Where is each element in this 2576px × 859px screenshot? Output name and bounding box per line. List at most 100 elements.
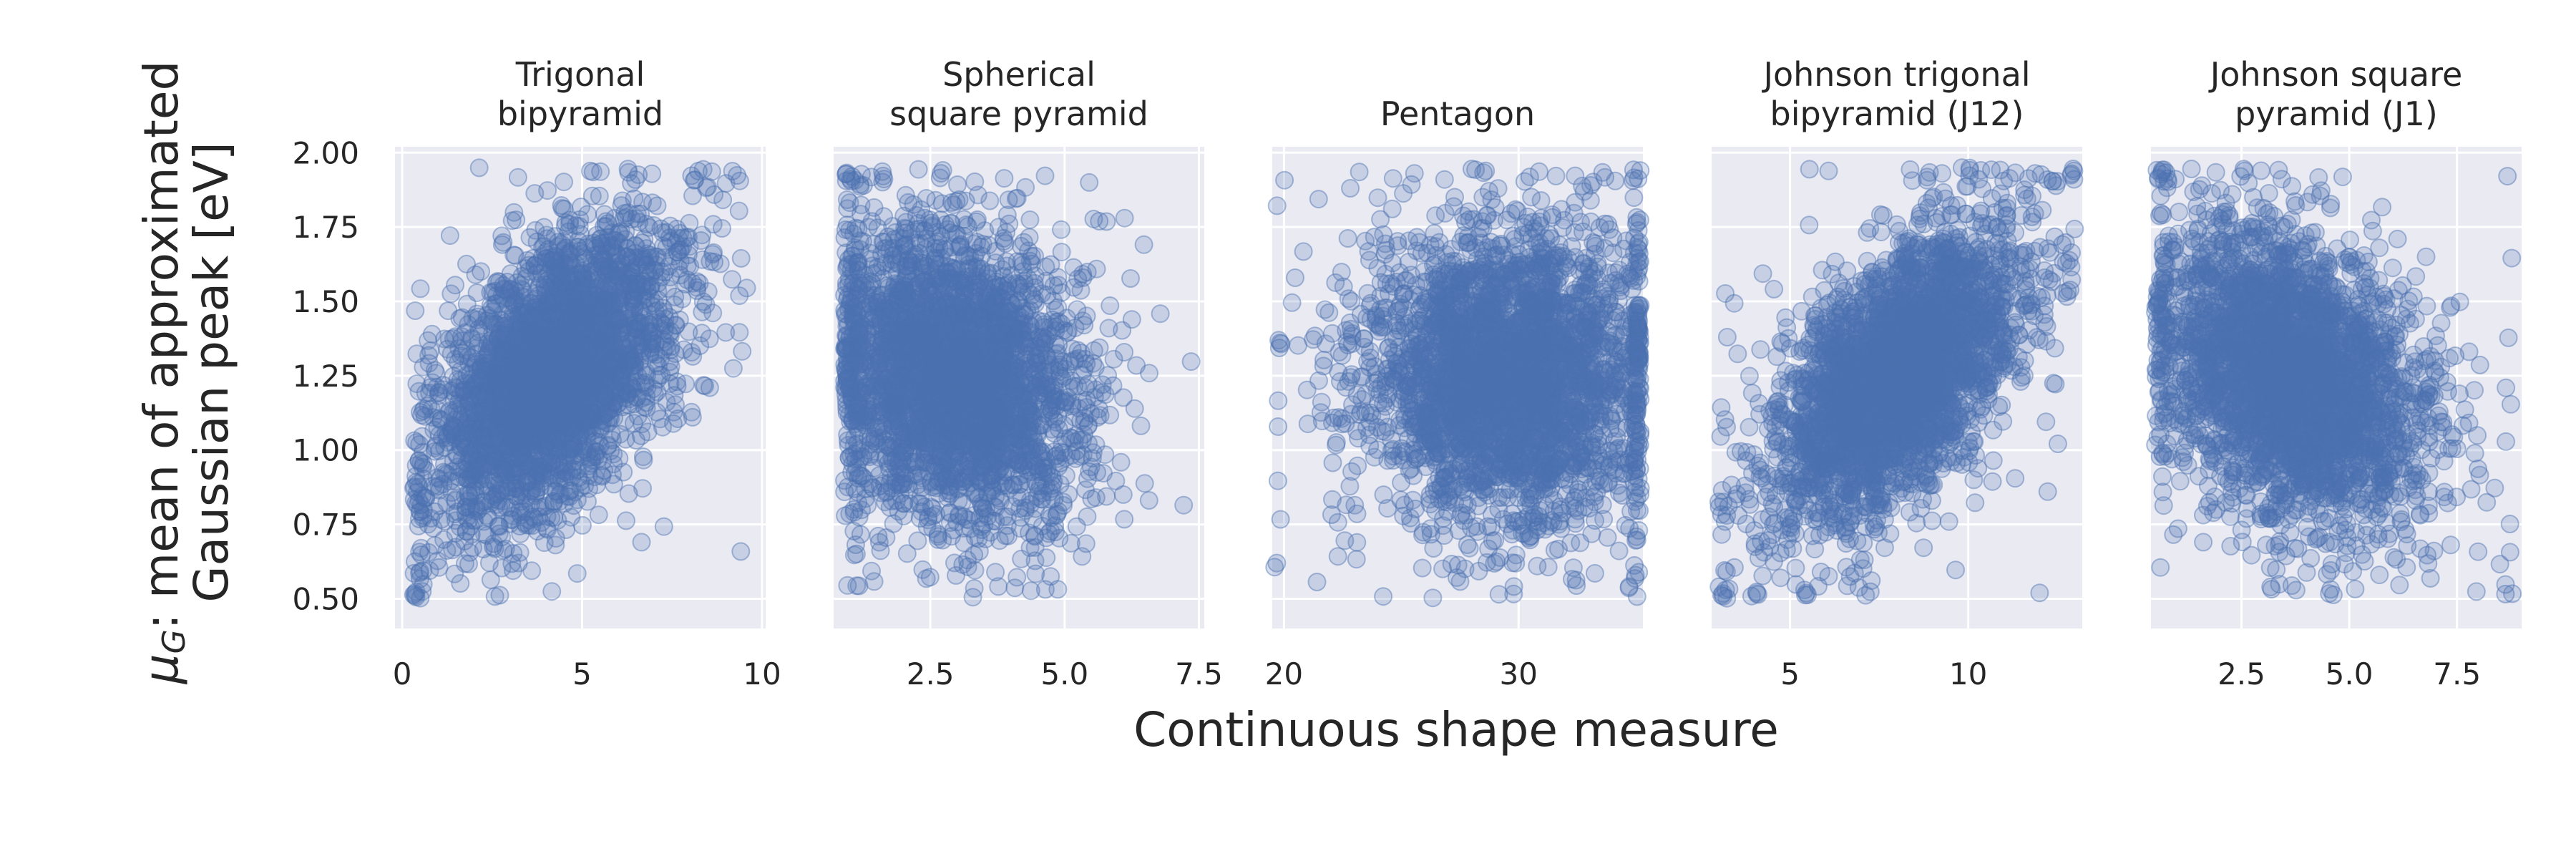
scatter-point bbox=[605, 366, 625, 385]
scatter-point bbox=[535, 450, 554, 470]
scatter-point bbox=[613, 285, 632, 304]
scatter-point bbox=[592, 344, 612, 363]
scatter-point bbox=[602, 430, 622, 450]
scatter-point bbox=[608, 246, 627, 265]
scatter-point bbox=[487, 402, 506, 422]
scatter-point bbox=[605, 266, 625, 285]
scatter-point bbox=[608, 359, 627, 379]
scatter-point bbox=[493, 462, 512, 482]
scatter-point bbox=[633, 193, 653, 212]
scatter-point bbox=[443, 403, 462, 422]
scatter-point bbox=[583, 266, 602, 285]
scatter-point bbox=[537, 459, 556, 478]
scatter-point bbox=[522, 349, 541, 368]
scatter-point bbox=[559, 243, 578, 263]
scatter-point bbox=[633, 344, 652, 363]
scatter-point bbox=[594, 310, 613, 329]
scatter-point bbox=[518, 472, 537, 492]
scatter-point bbox=[542, 410, 562, 429]
scatter-point bbox=[623, 320, 643, 339]
scatter-point bbox=[579, 417, 598, 436]
scatter-point bbox=[551, 374, 570, 394]
scatter-point bbox=[579, 292, 598, 311]
scatter-point bbox=[1134, 235, 1153, 254]
scatter-point bbox=[604, 334, 623, 353]
scatter-point bbox=[593, 331, 613, 351]
scatter-point bbox=[555, 407, 574, 426]
scatter-point bbox=[517, 371, 537, 390]
scatter-point bbox=[526, 290, 545, 309]
scatter-point bbox=[592, 467, 612, 486]
scatter-point bbox=[531, 361, 550, 381]
scatter-point bbox=[512, 306, 531, 325]
scatter-point bbox=[507, 325, 526, 344]
scatter-point bbox=[640, 345, 660, 364]
scatter-point bbox=[665, 386, 684, 405]
scatter-point bbox=[634, 450, 653, 470]
scatter-point bbox=[555, 309, 575, 328]
scatter-point bbox=[557, 258, 577, 277]
scatter-point bbox=[580, 342, 600, 361]
scatter-point bbox=[589, 299, 608, 319]
scatter-point bbox=[542, 377, 562, 396]
scatter-point bbox=[497, 378, 517, 397]
scatter-point bbox=[565, 281, 584, 300]
scatter-point bbox=[540, 448, 559, 467]
scatter-point bbox=[492, 439, 512, 458]
scatter-point bbox=[613, 289, 632, 309]
scatter-point bbox=[595, 392, 614, 412]
scatter-point bbox=[527, 295, 547, 314]
scatter-point bbox=[542, 363, 561, 382]
scatter-point bbox=[570, 289, 589, 309]
scatter-point bbox=[445, 564, 464, 583]
scatter-point bbox=[518, 387, 537, 406]
scatter-point bbox=[512, 279, 531, 299]
scatter-point bbox=[475, 445, 494, 464]
scatter-point bbox=[508, 402, 527, 420]
scatter-point bbox=[584, 332, 603, 351]
scatter-point bbox=[530, 304, 549, 324]
scatter-point bbox=[571, 372, 590, 391]
scatter-point bbox=[632, 361, 651, 380]
scatter-point bbox=[562, 390, 581, 409]
scatter-point bbox=[406, 301, 425, 320]
scatter-point bbox=[1052, 243, 1071, 262]
scatter-point bbox=[459, 315, 478, 334]
scatter-point bbox=[522, 480, 542, 500]
scatter-point bbox=[723, 359, 743, 378]
scatter-point bbox=[492, 374, 511, 393]
scatter-point bbox=[593, 367, 613, 386]
scatter-point bbox=[572, 314, 592, 334]
scatter-point bbox=[491, 431, 510, 450]
scatter-point bbox=[469, 307, 488, 326]
scatter-point bbox=[500, 514, 519, 533]
panel-1: 0.500.751.001.251.501.752.000 5 10Trigonal… bbox=[292, 55, 781, 691]
scatter-point bbox=[558, 419, 577, 438]
scatter-point bbox=[572, 198, 590, 216]
scatter-point bbox=[429, 382, 449, 402]
scatter-point bbox=[605, 357, 625, 377]
scatter-point bbox=[545, 349, 564, 368]
scatter-point bbox=[619, 374, 638, 393]
scatter-point bbox=[1078, 507, 1097, 526]
scatter-point bbox=[552, 289, 571, 309]
scatter-point bbox=[535, 430, 555, 450]
scatter-point bbox=[657, 337, 676, 356]
scatter-point bbox=[467, 499, 486, 518]
scatter-point bbox=[538, 520, 557, 539]
scatter-point bbox=[448, 457, 467, 477]
scatter-point bbox=[496, 349, 515, 368]
scatter-point bbox=[586, 442, 605, 461]
scatter-point bbox=[434, 530, 454, 549]
scatter-point bbox=[530, 276, 549, 295]
scatter-point bbox=[552, 199, 572, 218]
scatter-point bbox=[414, 357, 433, 377]
scatter-point bbox=[678, 256, 697, 276]
scatter-point bbox=[633, 414, 652, 434]
scatter-point bbox=[507, 407, 527, 426]
scatter-point bbox=[525, 308, 544, 327]
scatter-point bbox=[613, 361, 631, 381]
scatter-point bbox=[628, 204, 647, 223]
scatter-point bbox=[481, 571, 500, 589]
scatter-point bbox=[527, 414, 546, 433]
